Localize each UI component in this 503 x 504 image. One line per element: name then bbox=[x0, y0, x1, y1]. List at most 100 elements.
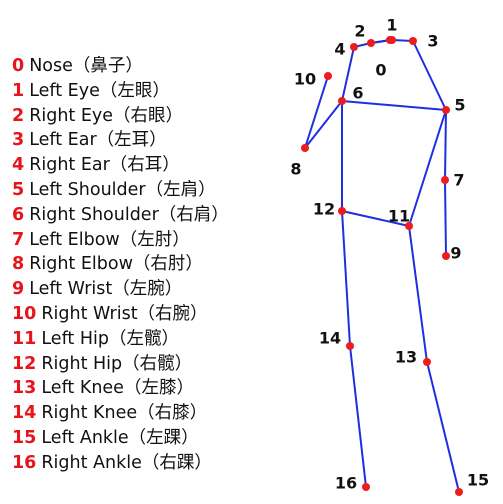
limb-line bbox=[444, 109, 447, 181]
legend-item: 2 Right Eye（右眼） bbox=[12, 104, 229, 129]
joint-label: 11 bbox=[388, 207, 410, 226]
joint-dot bbox=[324, 72, 332, 80]
joint-dot bbox=[442, 106, 450, 114]
legend-index: 7 bbox=[12, 229, 25, 250]
joint-label: 6 bbox=[352, 84, 363, 103]
legend-index: 6 bbox=[12, 204, 25, 225]
joint-dot bbox=[338, 207, 346, 215]
legend-item: 13 Left Knee（左膝） bbox=[12, 376, 229, 401]
legend-label: Nose（鼻子） bbox=[29, 56, 143, 76]
legend-item: 15 Left Ankle（左踝） bbox=[12, 426, 229, 451]
legend-index: 8 bbox=[12, 254, 25, 275]
joint-label: 1 bbox=[386, 16, 397, 35]
joint-dot bbox=[346, 342, 354, 350]
limb-line bbox=[408, 109, 447, 227]
joint-dot bbox=[362, 483, 370, 491]
legend-item: 6 Right Shoulder（右肩） bbox=[12, 203, 229, 228]
limb-line bbox=[426, 361, 460, 493]
legend-label: Left Wrist（左腕） bbox=[29, 279, 183, 300]
legend-label: Right Ear（右耳） bbox=[29, 155, 180, 176]
limb-line bbox=[341, 210, 351, 347]
legend-index: 12 bbox=[12, 353, 37, 374]
keypoint-legend: 0 Nose（鼻子） 1 Left Eye（左眼） 2 Right Eye（右眼） 3 Lef… bbox=[12, 54, 229, 476]
limb-line bbox=[444, 179, 447, 257]
legend-label: Left Knee（左膝） bbox=[41, 378, 194, 399]
legend-item: 1 Left Eye（左眼） bbox=[12, 79, 229, 104]
limb-line bbox=[304, 100, 343, 149]
limb-line bbox=[341, 46, 355, 102]
limb-line bbox=[412, 40, 447, 111]
legend-index: 5 bbox=[12, 179, 25, 200]
joint-label: 9 bbox=[450, 244, 461, 263]
legend-label: Right Ankle（右踝） bbox=[41, 452, 212, 473]
legend-index: 2 bbox=[12, 105, 25, 126]
legend-item: 0 Nose（鼻子） bbox=[12, 54, 229, 79]
joint-label: 0 bbox=[375, 61, 386, 80]
limb-line bbox=[349, 345, 367, 488]
legend-item: 14 Right Knee（右膝） bbox=[12, 401, 229, 426]
joint-dot bbox=[367, 39, 375, 47]
joint-label: 8 bbox=[290, 160, 301, 179]
limb-line bbox=[304, 75, 329, 149]
joint-dot bbox=[409, 37, 417, 45]
legend-item: 9 Left Wrist（左腕） bbox=[12, 277, 229, 302]
joint-dot bbox=[405, 222, 413, 230]
legend-label: Right Eye（右眼） bbox=[29, 105, 184, 126]
legend-index: 0 bbox=[12, 56, 25, 76]
joint-label: 15 bbox=[467, 471, 489, 490]
legend-item: 5 Left Shoulder（左肩） bbox=[12, 178, 229, 203]
legend-index: 14 bbox=[12, 403, 37, 424]
legend-label: Left Elbow（左肘） bbox=[29, 229, 190, 250]
joint-label: 7 bbox=[453, 171, 464, 190]
legend-index: 13 bbox=[12, 378, 37, 399]
legend-label: Right Elbow（右肘） bbox=[29, 254, 203, 275]
limb-line bbox=[341, 210, 410, 227]
legend-item: 4 Right Ear（右耳） bbox=[12, 153, 229, 178]
joint-dot bbox=[301, 144, 309, 152]
joint-dot bbox=[388, 36, 396, 44]
joint-dot bbox=[350, 43, 358, 51]
skeleton-joints bbox=[301, 36, 463, 496]
limb-line bbox=[408, 225, 428, 363]
legend-index: 4 bbox=[12, 155, 25, 176]
joint-dot bbox=[455, 488, 463, 496]
joint-dot bbox=[442, 252, 450, 260]
joint-label: 2 bbox=[354, 22, 365, 41]
joint-label: 13 bbox=[395, 348, 417, 367]
joint-label: 5 bbox=[454, 96, 465, 115]
skeleton-limbs bbox=[304, 39, 460, 493]
legend-item: 7 Left Elbow（左肘） bbox=[12, 228, 229, 253]
legend-index: 9 bbox=[12, 279, 25, 300]
legend-index: 1 bbox=[12, 80, 25, 101]
legend-label: Left Ankle（左踝） bbox=[41, 427, 199, 448]
joint-label: 4 bbox=[334, 40, 345, 59]
joint-label: 16 bbox=[335, 474, 357, 493]
legend-item: 16 Right Ankle（右踝） bbox=[12, 451, 229, 476]
legend-index: 10 bbox=[12, 303, 37, 324]
joint-dot bbox=[338, 97, 346, 105]
legend-item: 12 Right Hip（右髋） bbox=[12, 352, 229, 377]
legend-index: 16 bbox=[12, 452, 37, 473]
legend-label: Left Ear（左耳） bbox=[29, 130, 167, 151]
legend-item: 3 Left Ear（左耳） bbox=[12, 128, 229, 153]
legend-item: 10 Right Wrist（右腕） bbox=[12, 302, 229, 327]
legend-label: Left Eye（左眼） bbox=[29, 80, 170, 101]
legend-index: 15 bbox=[12, 427, 37, 448]
joint-label: 14 bbox=[319, 329, 341, 348]
legend-label: Right Shoulder（右肩） bbox=[29, 204, 229, 225]
legend-index: 3 bbox=[12, 130, 25, 151]
joint-dot bbox=[423, 358, 431, 366]
legend-index: 11 bbox=[12, 328, 37, 349]
legend-label: Left Hip（左髋） bbox=[41, 328, 179, 349]
legend-item: 11 Left Hip（左髋） bbox=[12, 327, 229, 352]
legend-label: Left Shoulder（左肩） bbox=[29, 179, 216, 200]
legend-label: Right Hip（右髋） bbox=[41, 353, 193, 374]
legend-item: 8 Right Elbow（右肘） bbox=[12, 252, 229, 277]
legend-label: Right Wrist（右腕） bbox=[41, 303, 208, 324]
joint-dot bbox=[441, 176, 449, 184]
limb-line bbox=[341, 100, 447, 111]
joint-label: 10 bbox=[294, 70, 316, 89]
joint-label: 3 bbox=[427, 32, 438, 51]
